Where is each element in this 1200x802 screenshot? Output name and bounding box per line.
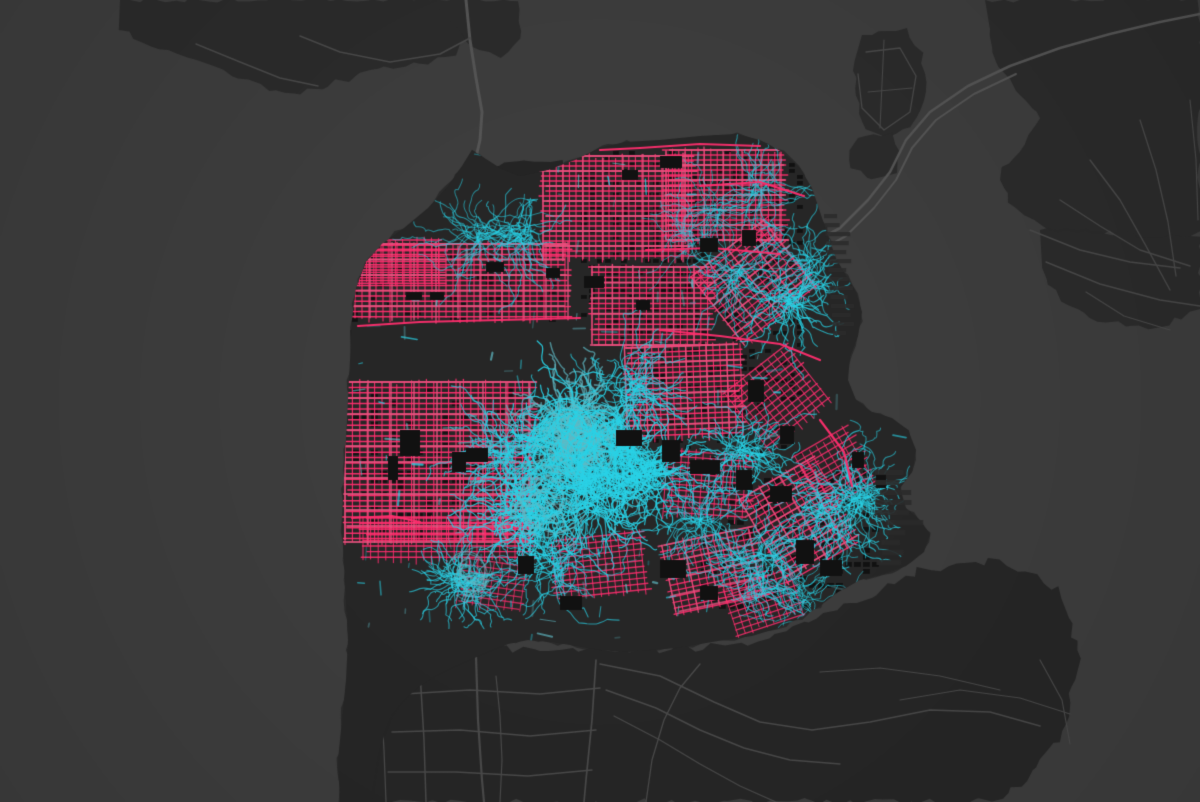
map-canvas[interactable]	[0, 0, 1200, 802]
map-viewport[interactable]: San Francisco street network	[0, 0, 1200, 802]
